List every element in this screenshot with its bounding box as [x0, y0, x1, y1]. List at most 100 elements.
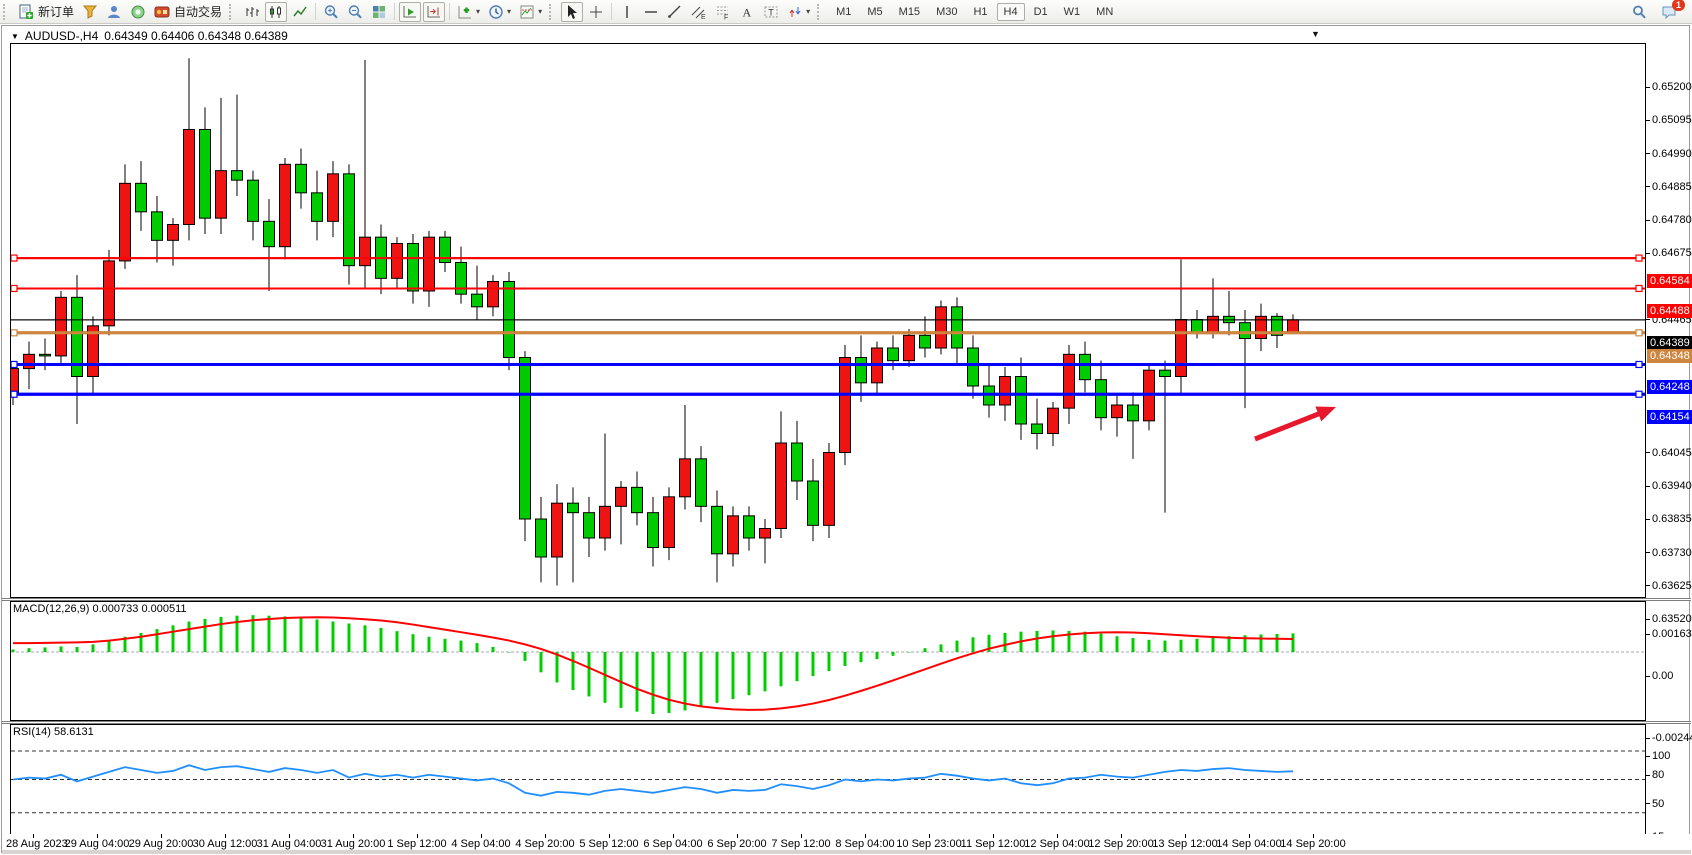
horizontal-line-button[interactable] [640, 2, 662, 22]
equidistant-channel-button[interactable]: E [688, 2, 710, 22]
time-tick-label: 31 Aug 20:00 [320, 838, 386, 850]
market-watch-button[interactable] [79, 2, 101, 22]
chart-shift-marker-icon[interactable]: ▼ [1311, 29, 1320, 39]
time-tick-mark [801, 834, 802, 838]
search-icon [1633, 5, 1646, 18]
chevron-down-icon[interactable]: ▾ [476, 7, 481, 16]
price-tick-label: 0.65095 [1652, 114, 1692, 127]
axis-tick-mark [1645, 86, 1650, 88]
navigator-icon [131, 5, 145, 18]
time-tick-label: 30 Aug 12:00 [192, 838, 258, 850]
time-tick-label: 12 Sep 20:00 [1088, 838, 1154, 850]
time-tick-mark [1057, 834, 1058, 838]
time-tick-label: 10 Sep 23:00 [896, 838, 962, 850]
navigator-button[interactable] [127, 2, 149, 22]
time-tick-label: 7 Sep 12:00 [771, 838, 831, 850]
time-tick-label: 11 Sep 12:00 [960, 838, 1026, 850]
time-tick-label: 5 Sep 12:00 [579, 838, 639, 850]
time-tick-label: 28 Aug 2023 [6, 838, 68, 850]
time-tick-label: 8 Sep 04:00 [835, 838, 895, 850]
price-tick-label: 0.64885 [1652, 180, 1692, 193]
axis-tick-mark [1645, 518, 1650, 520]
macd-chart [11, 615, 1645, 714]
line-chart-button[interactable] [289, 2, 311, 22]
price-tick-label: 0.65200 [1652, 81, 1692, 93]
price-tick-label: 0.63730 [1652, 546, 1692, 559]
crosshair-button[interactable] [585, 2, 607, 22]
data-window-button[interactable] [103, 2, 125, 22]
time-tick-mark [1121, 834, 1122, 838]
price-line-label: 0.64584 [1647, 274, 1692, 289]
chart-shift-button[interactable] [423, 1, 446, 22]
axis-tick-mark [1645, 585, 1650, 587]
zoom-out-button[interactable] [344, 2, 366, 22]
time-tick-mark [1249, 834, 1250, 838]
new-order-button[interactable]: 新订单 [15, 1, 77, 22]
toolbar-grip[interactable] [3, 3, 9, 20]
chart-title-row: ▼ AUDUSD-,H4 0.64349 0.64406 0.64348 0.6… [11, 29, 288, 43]
axis-tick-mark [1645, 803, 1650, 804]
time-tick-mark [673, 834, 674, 838]
candlestick-chart-button[interactable] [265, 1, 288, 22]
macd-pane[interactable] [10, 601, 1646, 721]
autotrading-button[interactable]: 自动交易 [151, 1, 225, 22]
time-tick-mark [225, 834, 226, 838]
macd-label: MACD(12,26,9) 0.000733 0.000511 [13, 603, 187, 615]
pane-separator[interactable] [2, 721, 1691, 724]
toolbar-grip[interactable] [817, 3, 823, 20]
rsi-pane[interactable] [10, 724, 1646, 835]
chevron-down-icon[interactable]: ▾ [806, 7, 811, 16]
toolbar-grip[interactable] [229, 3, 235, 20]
zoom-in-button[interactable] [320, 2, 342, 22]
timeframe-m30-button[interactable]: M30 [936, 5, 958, 18]
autotrading-icon [154, 6, 170, 17]
time-axis[interactable]: 28 Aug 2023 29 Aug 04:00 29 Aug 20:00 30 Au… [2, 834, 1691, 852]
timeframe-mn-button[interactable]: MN [1096, 5, 1114, 18]
time-tick-mark [417, 834, 418, 838]
arrows-button[interactable]: ▾ [784, 2, 813, 22]
indicators-button[interactable]: ▾ [454, 2, 483, 22]
toolbar-grip[interactable] [549, 3, 555, 20]
zoom-in-icon [324, 4, 338, 18]
templates-button[interactable]: ▾ [516, 2, 545, 22]
timeframe-m5-button[interactable]: M5 [867, 5, 883, 18]
templates-icon [520, 5, 534, 18]
chat-button[interactable]: 1 [1658, 0, 1685, 22]
timeframe-w1-button[interactable]: W1 [1063, 5, 1081, 18]
timeframe-h4-button[interactable]: H4 [996, 2, 1025, 21]
symbol-dropdown-icon[interactable]: ▼ [11, 31, 19, 41]
toolbar-separator [449, 3, 451, 20]
trendline-icon [668, 5, 681, 18]
timeframe-m15-button[interactable]: M15 [898, 5, 921, 18]
toolbar-separator [611, 3, 613, 20]
tile-windows-button[interactable] [368, 2, 390, 22]
time-tick-label: 29 Aug 20:00 [128, 838, 194, 850]
price-axis[interactable]: 0.65200 0.65095 0.64990 0.64885 0.64780 0.646… [1645, 42, 1692, 855]
price-tick-label: 0.63625 [1652, 579, 1692, 592]
chevron-down-icon[interactable]: ▾ [507, 7, 512, 16]
fibonacci-button[interactable]: F [712, 2, 734, 22]
cursor-button[interactable] [561, 1, 584, 22]
chart-window: ▼ AUDUSD-,H4 0.64349 0.64406 0.64348 0.6… [1, 25, 1692, 855]
bar-chart-button[interactable] [241, 2, 263, 22]
text-label-button[interactable]: T [760, 2, 782, 22]
price-tick-label: 0.63520 [1652, 613, 1692, 625]
vertical-line-button[interactable] [616, 2, 638, 22]
new-order-button-label: 新订单 [38, 5, 75, 19]
text-button[interactable]: A [736, 2, 758, 22]
periods-button[interactable]: ▾ [485, 2, 514, 22]
timeframe-m1-button[interactable]: M1 [836, 5, 852, 18]
equidistant-channel-icon: E [691, 6, 706, 20]
search-button[interactable] [1628, 2, 1650, 22]
data-window-icon [108, 5, 121, 18]
timeframe-h1-button[interactable]: H1 [973, 5, 988, 18]
time-tick-mark [1185, 834, 1186, 838]
auto-scroll-button[interactable] [399, 1, 422, 22]
timeframe-d1-button[interactable]: D1 [1033, 5, 1048, 18]
main-chart-pane[interactable] [10, 43, 1646, 598]
chart-symbol: AUDUSD-,H4 [24, 29, 99, 43]
trendline-button[interactable] [664, 2, 686, 22]
chevron-down-icon[interactable]: ▾ [538, 7, 543, 16]
line-chart-icon [293, 6, 307, 16]
pane-separator[interactable] [2, 598, 1691, 601]
